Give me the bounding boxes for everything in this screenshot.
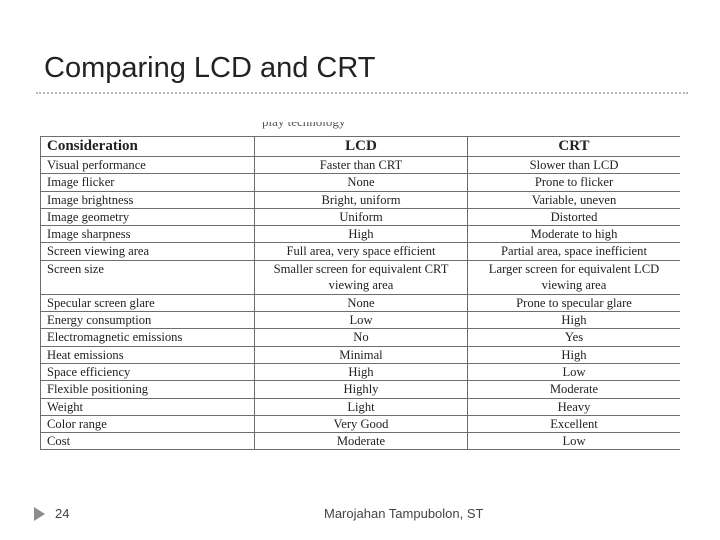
header-consideration: Consideration [40,136,255,157]
comparison-table-container: Consideration LCD CRT Visual performance… [40,136,680,450]
cell-consideration: Color range [40,414,255,434]
table-row: Heat emissions Minimal High [40,345,680,364]
cell-lcd: Very Good [254,414,468,434]
cell-crt: Heavy [467,397,680,416]
table-row: Image sharpness High Moderate to high [40,225,680,244]
table-header-row: Consideration LCD CRT [40,136,680,157]
table-row: Image flicker None Prone to flicker [40,173,680,192]
cell-lcd: Uniform [254,207,468,227]
table-row: Electromagnetic emissions No Yes [40,328,680,347]
cell-crt: Variable, uneven [467,190,680,209]
cell-consideration: Heat emissions [40,345,255,364]
cropped-caption-fragment: play technology [262,122,372,134]
cell-consideration: Specular screen glare [40,293,255,313]
cell-crt: High [467,345,680,364]
cell-crt: Prone to specular glare [467,293,680,313]
cropped-caption-text: play technology [262,122,372,130]
table-row: Screen size Smaller screen for equivalent… [40,259,680,295]
cell-consideration: Screen viewing area [40,242,255,261]
table-row: Image brightness Bright, uniform Variable,… [40,190,680,209]
cell-crt: High [467,311,680,330]
table-row: Energy consumption Low High [40,311,680,330]
comparison-table: Consideration LCD CRT Visual performance… [40,136,680,450]
cell-lcd: Highly [254,380,468,399]
table-row: Image geometry Uniform Distorted [40,207,680,227]
footer-author: Marojahan Tampubolon, ST [324,506,484,521]
header-lcd: LCD [254,136,468,157]
bullet-arrow-icon [34,507,45,521]
table-row: Cost Moderate Low [40,432,680,450]
cell-lcd: None [254,293,468,313]
table-row: Screen viewing area Full area, very space… [40,242,680,261]
cell-crt: Low [467,432,680,450]
table-row: Weight Light Heavy [40,397,680,416]
cell-crt: Larger screen for equivalent LCD viewing… [467,259,680,295]
table-row: Visual performance Faster than CRT Slower … [40,155,680,175]
cell-lcd: Low [254,311,468,330]
cell-crt: Moderate [467,380,680,399]
cell-consideration: Flexible positioning [40,380,255,399]
table-row: Color range Very Good Excellent [40,414,680,434]
slide-title: Comparing LCD and CRT [44,52,376,84]
cell-crt: Prone to flicker [467,173,680,192]
header-crt: CRT [467,136,680,157]
cell-lcd: Faster than CRT [254,155,468,175]
cell-lcd: Full area, very space efficient [254,242,468,261]
cell-lcd: Minimal [254,345,468,364]
cell-crt: Partial area, space inefficient [467,242,680,261]
cell-lcd: Light [254,397,468,416]
cell-consideration: Image brightness [40,190,255,209]
cell-consideration: Visual performance [40,155,255,175]
cell-consideration: Cost [40,432,255,450]
cell-lcd: No [254,328,468,347]
cell-crt: Slower than LCD [467,155,680,175]
cell-lcd: High [254,362,468,382]
table-row: Space efficiency High Low [40,362,680,382]
cell-lcd: None [254,173,468,192]
cell-lcd: Smaller screen for equivalent CRT viewin… [254,259,468,295]
cell-consideration: Weight [40,397,255,416]
cell-consideration: Image sharpness [40,225,255,244]
cell-crt: Distorted [467,207,680,227]
cell-crt: Moderate to high [467,225,680,244]
cell-lcd: High [254,225,468,244]
cell-crt: Yes [467,328,680,347]
table-row: Flexible positioning Highly Moderate [40,380,680,399]
cell-crt: Low [467,362,680,382]
cell-consideration: Screen size [40,259,255,295]
table-body: Visual performance Faster than CRT Slower … [40,155,680,450]
cell-consideration: Energy consumption [40,311,255,330]
cell-consideration: Electromagnetic emissions [40,328,255,347]
cell-consideration: Space efficiency [40,362,255,382]
page-number: 24 [55,506,70,521]
cell-lcd: Moderate [254,432,468,450]
table-row: Specular screen glare None Prone to specul… [40,293,680,313]
cell-consideration: Image flicker [40,173,255,192]
cell-consideration: Image geometry [40,207,255,227]
cell-crt: Excellent [467,414,680,434]
title-divider [36,92,688,94]
cell-lcd: Bright, uniform [254,190,468,209]
